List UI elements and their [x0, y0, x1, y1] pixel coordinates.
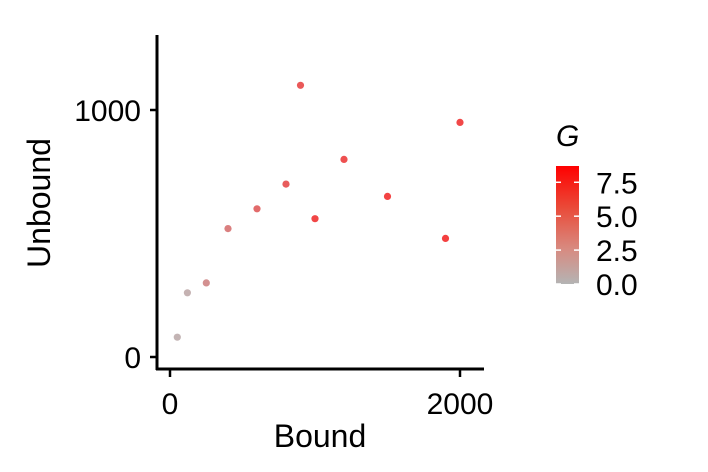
scatter-point [296, 81, 305, 89]
legend-colorbar [556, 166, 579, 284]
scatter-point [383, 192, 392, 200]
legend-break-label: 7.5 [596, 167, 638, 200]
legend-break-label: 5.0 [596, 201, 638, 234]
scatter-point [253, 205, 261, 213]
scatter-point [340, 155, 348, 163]
legend-breaks: 0.02.55.07.5 [556, 167, 638, 302]
y-axis-title: Unbound [21, 138, 57, 268]
x-tick-label-2000: 2000 [427, 388, 494, 421]
scatter-points [173, 81, 464, 341]
color-legend: G 0.02.55.07.5 [556, 120, 638, 302]
scatter-point [282, 180, 290, 188]
x-tick-label-0: 0 [162, 388, 179, 421]
scatter-point [224, 225, 232, 233]
scatter-point [173, 333, 181, 341]
legend-break-label: 0.0 [596, 269, 638, 302]
scatter-point [441, 234, 450, 242]
legend-break-label: 2.5 [596, 235, 638, 268]
legend-title: G [556, 120, 579, 153]
y-tick-label-1000: 1000 [74, 95, 141, 128]
scatter-point [456, 118, 464, 126]
x-axis-title: Bound [274, 418, 367, 454]
y-tick-label-0: 0 [124, 342, 141, 375]
scatter-point [183, 289, 191, 297]
scatter-point [311, 215, 319, 223]
scatter-point [202, 279, 210, 287]
